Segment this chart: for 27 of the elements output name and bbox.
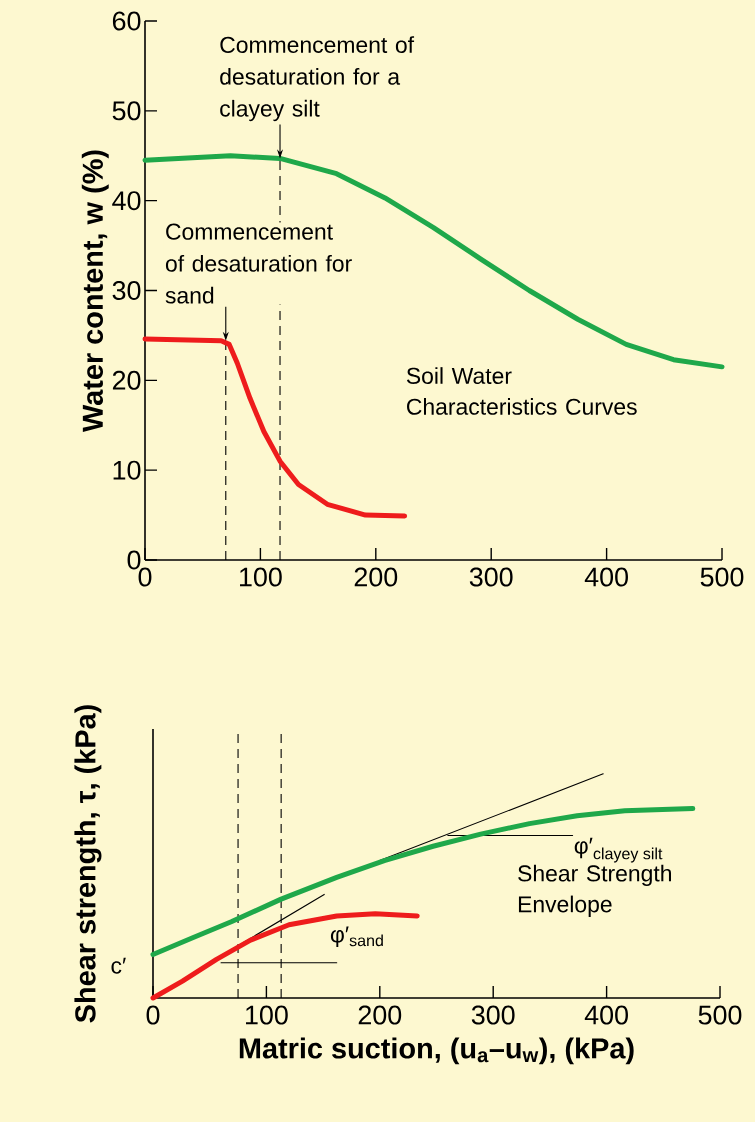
annotation: Shear Strength Envelope (518, 864, 671, 917)
y-tick-label: 20 (112, 370, 141, 390)
x-axis-title: Matric suction, (u$_{a}$–u$_{w}$), (kPa) (239, 1037, 634, 1065)
y-axis-title: Water content, w (%) (81, 150, 109, 432)
y-tick-label: 60 (112, 11, 141, 31)
y-tick-label: 30 (112, 280, 141, 301)
x-tick-label: 400 (584, 1005, 628, 1025)
x-tick-label: 400 (584, 567, 628, 587)
x-tick-label: 300 (469, 567, 513, 587)
annotation: Soil Water Characteristics Curves (406, 367, 637, 415)
x-tick-label: 0 (146, 1005, 160, 1025)
y-tick-label: 50 (112, 101, 141, 121)
annotation: Commencement of desaturation for a clayey silt (220, 36, 415, 122)
y-axis-title: Shear strength, τ, (kPa) (74, 705, 102, 1023)
annotation: Commencement of desaturation for sand (165, 223, 352, 304)
annotation: φ′$_{sand}$ (330, 926, 383, 948)
x-tick-label: 500 (700, 567, 744, 587)
y-tick-label: 40 (112, 191, 141, 211)
x-tick-label: 200 (354, 567, 398, 587)
x-tick-label: 500 (698, 1005, 742, 1025)
x-tick-label: 300 (471, 1005, 515, 1025)
x-tick-label: 200 (358, 1005, 402, 1025)
x-tick-label: 100 (240, 567, 282, 587)
text: c′ (111, 957, 126, 974)
annotation: $\text{φ′}_{\text{clayey silt}}$ (574, 837, 663, 863)
x-tick-label: 100 (246, 1005, 288, 1025)
y-tick-label: 10 (113, 460, 141, 480)
